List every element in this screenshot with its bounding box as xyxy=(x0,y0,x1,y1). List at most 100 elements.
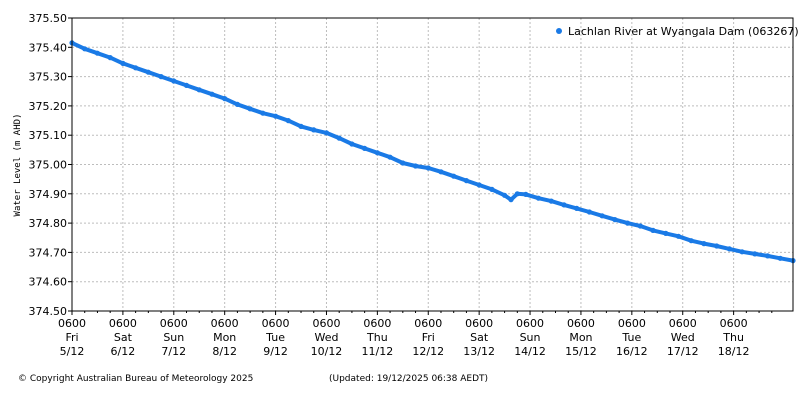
y-tick-label: 375.40 xyxy=(29,41,68,54)
x-tick-label: 14/12 xyxy=(514,345,546,358)
x-tick-label: 7/12 xyxy=(161,345,186,358)
x-tick-label: Thu xyxy=(366,331,388,344)
x-tick-label: 8/12 xyxy=(212,345,237,358)
x-tick-label: 18/12 xyxy=(718,345,750,358)
data-point xyxy=(120,60,126,66)
data-point xyxy=(777,255,783,261)
data-point xyxy=(260,110,266,116)
data-point xyxy=(94,50,100,56)
copyright-text: © Copyright Australian Bureau of Meteoro… xyxy=(18,374,254,384)
x-tick-label: Wed xyxy=(671,331,695,344)
x-tick-label: 13/12 xyxy=(463,345,495,358)
data-point xyxy=(663,230,669,236)
y-tick-label: 374.70 xyxy=(29,246,68,259)
x-tick-label: Mon xyxy=(213,331,236,344)
legend-label: Lachlan River at Wyangala Dam (063267) xyxy=(568,25,799,38)
data-point xyxy=(489,186,495,192)
data-point xyxy=(726,246,733,252)
x-tick-label: 0600 xyxy=(160,317,188,330)
data-point xyxy=(387,154,393,160)
data-point xyxy=(523,191,529,197)
x-tick-label: 0600 xyxy=(363,317,391,330)
data-point xyxy=(599,213,605,219)
data-point xyxy=(323,130,330,136)
data-point xyxy=(514,191,520,197)
data-point xyxy=(183,82,190,88)
y-axis-label: Water Level (m AHD) xyxy=(13,114,23,217)
data-point xyxy=(561,202,567,208)
series-layer xyxy=(69,40,796,264)
legend-marker xyxy=(556,28,562,34)
y-tick-label: 375.10 xyxy=(29,129,68,142)
x-tick-label: 11/12 xyxy=(362,345,394,358)
x-tick-label: 0600 xyxy=(516,317,544,330)
data-point xyxy=(739,249,745,255)
y-axis: 374.50 374.60 374.70 374.80 374.90 375.00 375.… xyxy=(29,12,72,318)
y-tick-label: 375.50 xyxy=(29,12,68,25)
data-point xyxy=(82,46,88,52)
x-tick-label: Mon xyxy=(569,331,592,344)
y-tick-label: 374.50 xyxy=(29,305,68,318)
x-tick-label: 0600 xyxy=(414,317,442,330)
data-point xyxy=(451,173,457,179)
data-point xyxy=(412,163,419,169)
legend: Lachlan River at Wyangala Dam (063267) xyxy=(556,25,799,38)
x-tick-label: 0600 xyxy=(312,317,340,330)
data-point xyxy=(701,241,707,247)
data-point xyxy=(400,160,406,166)
x-tick-label: Wed xyxy=(314,331,338,344)
data-point xyxy=(574,205,580,211)
x-tick-label: 0600 xyxy=(720,317,748,330)
x-tick-label: Tue xyxy=(265,331,285,344)
data-point xyxy=(535,195,542,201)
x-tick-label: 0600 xyxy=(669,317,697,330)
x-tick-label: 0600 xyxy=(262,317,290,330)
data-point xyxy=(158,74,164,80)
x-tick-label: Sat xyxy=(470,331,489,344)
x-tick-label: 12/12 xyxy=(412,345,444,358)
data-point xyxy=(502,192,508,198)
data-point xyxy=(650,227,656,233)
y-tick-label: 374.90 xyxy=(29,188,68,201)
y-tick-label: 375.30 xyxy=(29,71,68,84)
data-point xyxy=(247,106,253,112)
data-point xyxy=(688,238,694,244)
data-point xyxy=(548,198,554,204)
data-point xyxy=(298,123,304,129)
x-tick-label: 15/12 xyxy=(565,345,597,358)
data-point xyxy=(171,78,177,84)
x-tick-label: Thu xyxy=(722,331,744,344)
data-point xyxy=(209,91,215,97)
data-point xyxy=(273,113,279,119)
data-point xyxy=(145,69,151,75)
y-tick-label: 375.00 xyxy=(29,159,68,172)
data-point xyxy=(374,150,380,156)
x-tick-label: Fri xyxy=(422,331,435,344)
x-tick-label: Sat xyxy=(114,331,133,344)
data-point xyxy=(637,223,643,229)
x-tick-label: 9/12 xyxy=(263,345,288,358)
x-tick-label: 16/12 xyxy=(616,345,648,358)
data-point xyxy=(586,209,593,215)
data-point xyxy=(336,135,342,141)
data-point xyxy=(425,165,431,171)
data-point xyxy=(196,87,202,93)
x-tick-label: Tue xyxy=(621,331,641,344)
x-tick-label: 0600 xyxy=(211,317,239,330)
data-point xyxy=(285,118,291,124)
x-tick-label: 0600 xyxy=(465,317,493,330)
x-tick-label: Sun xyxy=(520,331,541,344)
data-point xyxy=(107,55,113,61)
x-tick-label: 10/12 xyxy=(311,345,343,358)
data-point xyxy=(675,233,682,239)
y-tick-label: 375.20 xyxy=(29,100,68,113)
x-tick-label: 0600 xyxy=(618,317,646,330)
data-point xyxy=(752,251,758,257)
data-point xyxy=(612,217,618,223)
data-point xyxy=(508,197,514,203)
data-point xyxy=(133,65,139,71)
x-tick-label: 0600 xyxy=(567,317,595,330)
data-point xyxy=(234,101,240,107)
